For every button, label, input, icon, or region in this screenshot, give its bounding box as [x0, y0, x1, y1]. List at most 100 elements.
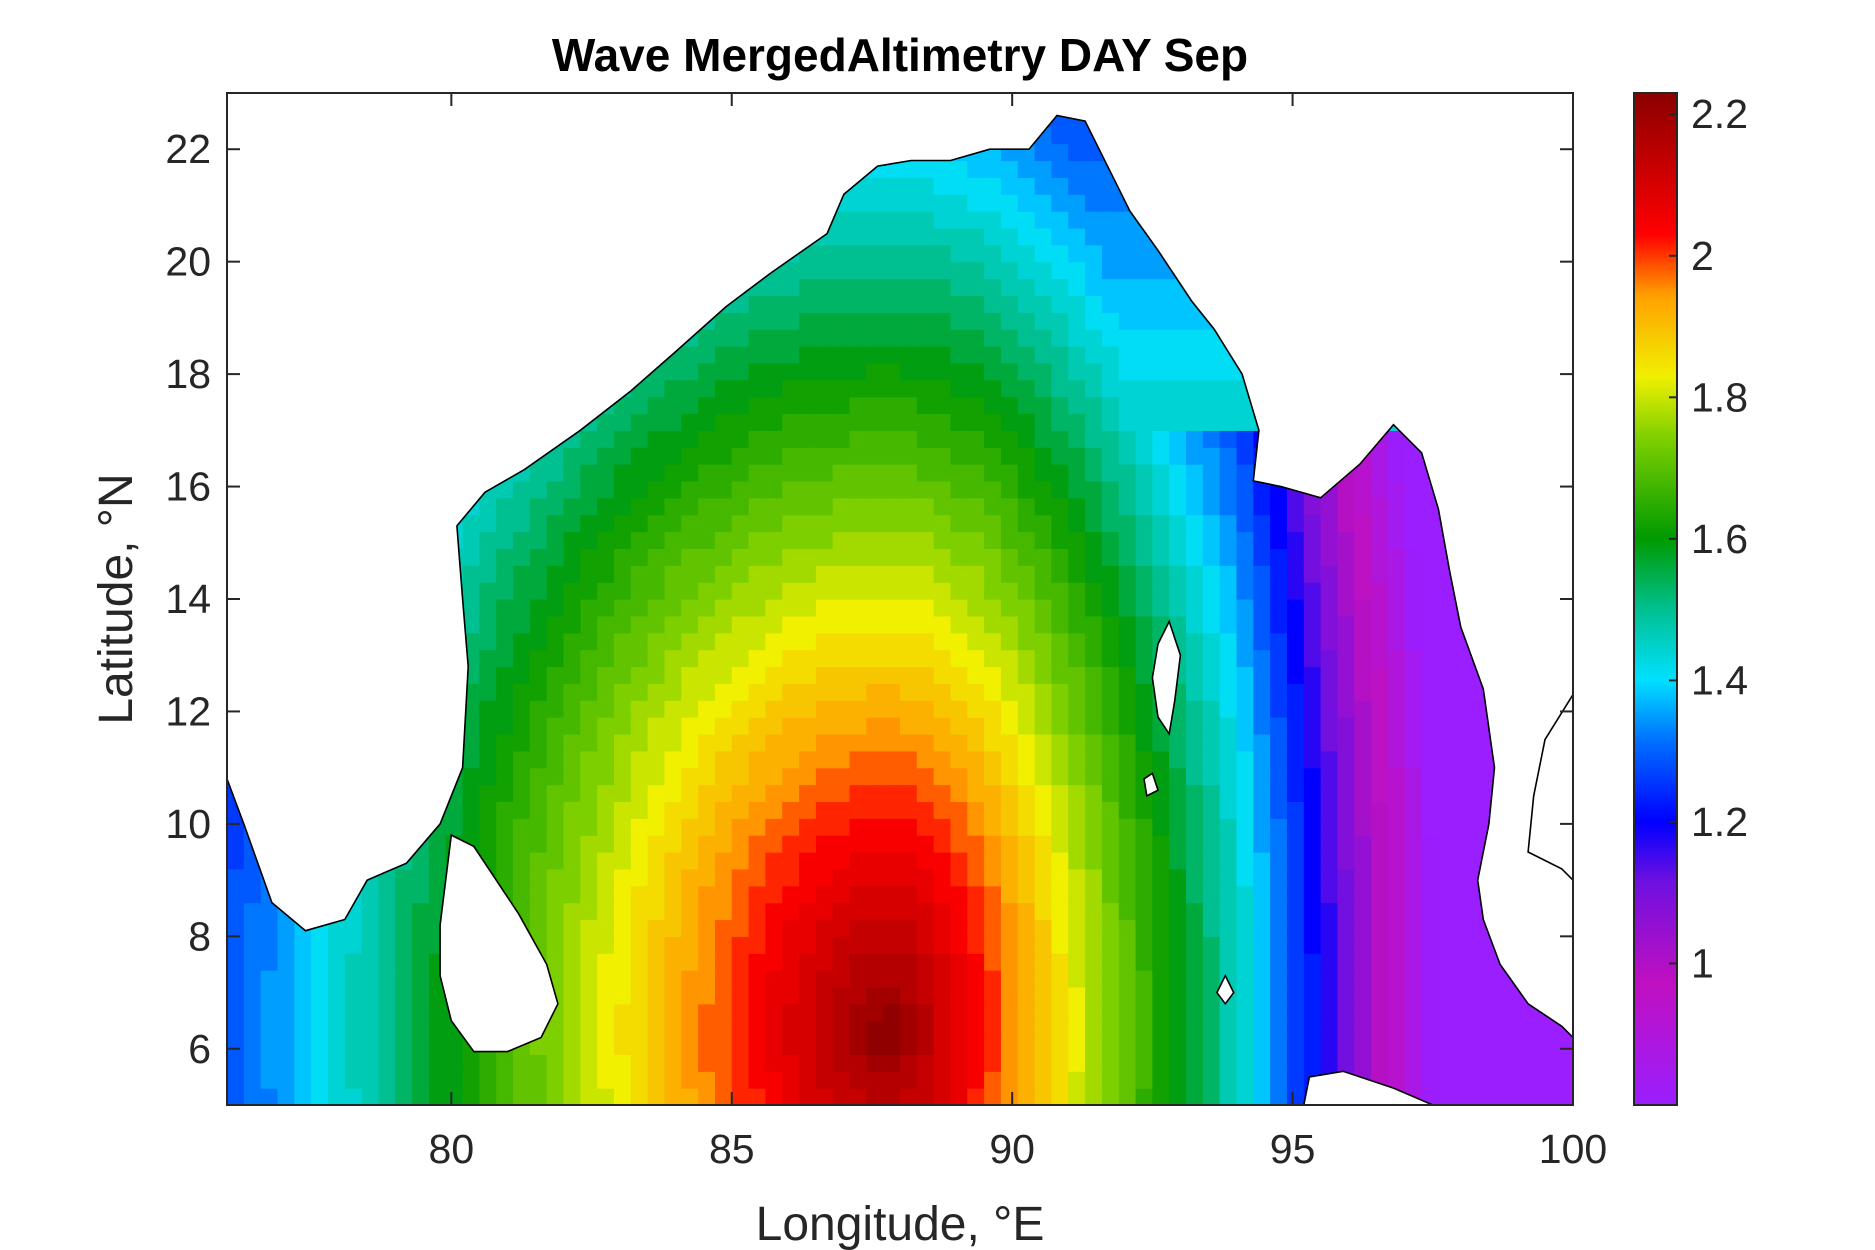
- field-cell: [883, 497, 901, 516]
- field-cell: [1270, 835, 1288, 853]
- field-cell: [900, 261, 918, 280]
- field-cell: [1068, 497, 1086, 516]
- field-cell: [1556, 1037, 1573, 1055]
- field-cell: [1017, 480, 1036, 499]
- field-cell: [1387, 986, 1406, 1005]
- field-cell: [1085, 970, 1103, 988]
- field-cell: [412, 1054, 430, 1072]
- field-cell: [1169, 1088, 1187, 1105]
- field-cell: [1000, 211, 1019, 229]
- field-cell: [782, 346, 800, 364]
- field-cell: [361, 1088, 380, 1105]
- field-cell: [462, 801, 480, 819]
- field-cell: [294, 1020, 312, 1039]
- field-cell: [1051, 480, 1069, 499]
- field-cell: [1152, 835, 1170, 853]
- field-cell: [950, 244, 968, 263]
- field-cell: [765, 700, 783, 718]
- field-cell: [1051, 733, 1069, 752]
- field-cell: [513, 548, 531, 566]
- field-cell: [1354, 464, 1372, 482]
- field-cell: [563, 531, 581, 549]
- field-cell: [227, 986, 245, 1005]
- field-cell: [1236, 1054, 1254, 1072]
- field-cell: [1202, 919, 1221, 937]
- field-cell: [933, 295, 952, 313]
- field-cell: [1017, 868, 1036, 887]
- field-cell: [1354, 700, 1372, 718]
- field-cell: [1488, 986, 1507, 1005]
- field-cell: [849, 531, 867, 549]
- field-cell: [1135, 582, 1153, 600]
- field-cell: [1320, 750, 1339, 769]
- field-cell: [765, 413, 783, 431]
- field-cell: [1152, 497, 1170, 516]
- field-cell: [984, 953, 1002, 971]
- field-cell: [1017, 514, 1036, 533]
- field-cell: [597, 480, 615, 499]
- field-cell: [815, 464, 834, 482]
- field-cell: [832, 919, 851, 937]
- field-cell: [1219, 362, 1238, 381]
- field-cell: [799, 548, 817, 566]
- field-cell: [731, 1003, 750, 1022]
- field-cell: [327, 1071, 346, 1089]
- field-cell: [698, 936, 716, 954]
- field-cell: [1404, 464, 1423, 482]
- field-cell: [1303, 868, 1322, 887]
- field-cell: [513, 683, 531, 701]
- field-cell: [681, 1088, 699, 1105]
- field-cell: [799, 261, 817, 280]
- field-cell: [496, 750, 514, 769]
- field-cell: [630, 885, 649, 904]
- field-cell: [412, 868, 430, 887]
- field-cell: [1387, 514, 1406, 533]
- field-cell: [900, 430, 918, 448]
- field-cell: [866, 1037, 884, 1055]
- field-cell: [563, 953, 581, 971]
- field-cell: [900, 868, 918, 887]
- field-cell: [1034, 346, 1053, 364]
- field-cell: [428, 868, 447, 887]
- field-cell: [1135, 750, 1153, 769]
- field-cell: [1219, 396, 1238, 415]
- field-cell: [815, 885, 834, 904]
- field-cell: [479, 615, 497, 634]
- field-cell: [883, 548, 901, 566]
- field-cell: [883, 970, 901, 988]
- field-cell: [647, 919, 666, 937]
- field-cell: [327, 1003, 346, 1022]
- field-cell: [1286, 1003, 1305, 1022]
- field-cell: [1118, 818, 1137, 836]
- field-cell: [933, 936, 952, 954]
- field-cell: [1085, 986, 1103, 1005]
- field-cell: [630, 430, 649, 448]
- field-cell: [933, 430, 952, 448]
- field-cell: [630, 649, 649, 668]
- field-cell: [1068, 1020, 1086, 1039]
- field-cell: [748, 447, 766, 465]
- field-cell: [1354, 885, 1372, 904]
- field-cell: [900, 295, 918, 313]
- field-cell: [950, 261, 968, 280]
- field-cell: [613, 666, 632, 684]
- field-cell: [782, 1071, 800, 1089]
- field-cell: [748, 464, 766, 482]
- field-cell: [933, 531, 952, 549]
- field-cell: [563, 548, 581, 566]
- field-cell: [916, 835, 935, 853]
- field-cell: [664, 767, 682, 786]
- field-cell: [900, 986, 918, 1005]
- field-cell: [866, 211, 884, 229]
- field-cell: [883, 261, 901, 280]
- field-cell: [866, 767, 884, 786]
- field-cell: [1404, 599, 1423, 617]
- field-cell: [950, 1003, 968, 1022]
- field-cell: [1219, 1088, 1238, 1105]
- field-cell: [866, 599, 884, 617]
- field-cell: [496, 733, 514, 752]
- field-cell: [1118, 801, 1137, 819]
- field-cell: [1085, 750, 1103, 769]
- field-cell: [260, 1020, 279, 1039]
- field-cell: [832, 717, 851, 735]
